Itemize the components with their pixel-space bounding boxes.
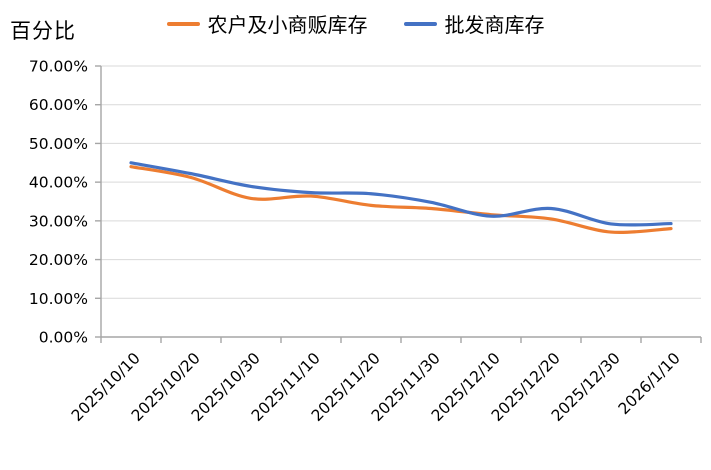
y-tick-label: 30.00% [29,212,88,230]
legend-item-farmers[interactable]: 农户及小商贩库存 [166,9,368,38]
y-tick-label: 0.00% [39,329,88,347]
y-tick-label: 10.00% [29,290,88,308]
x-tick-label: 2026/1/10 [615,349,684,418]
series-line-farmers-small-vendors [129,165,673,235]
y-axis-title: 百分比 [10,19,76,43]
legend: 农户及小商贩库存 批发商库存 [0,9,711,38]
y-tick-label: 70.00% [29,58,88,76]
legend-label: 农户及小商贩库存 [207,13,368,37]
legend-line-swatch-blue [403,21,437,26]
legend-label: 批发商库存 [444,13,545,37]
legend-item-wholesaler[interactable]: 批发商库存 [403,9,545,38]
y-tick-label: 40.00% [29,174,88,192]
y-tick-label: 60.00% [29,96,88,114]
y-tick-label: 50.00% [29,135,88,153]
legend-line-swatch-orange [166,21,200,26]
series-line-wholesaler [129,161,673,227]
y-tick-label: 20.00% [29,251,88,269]
